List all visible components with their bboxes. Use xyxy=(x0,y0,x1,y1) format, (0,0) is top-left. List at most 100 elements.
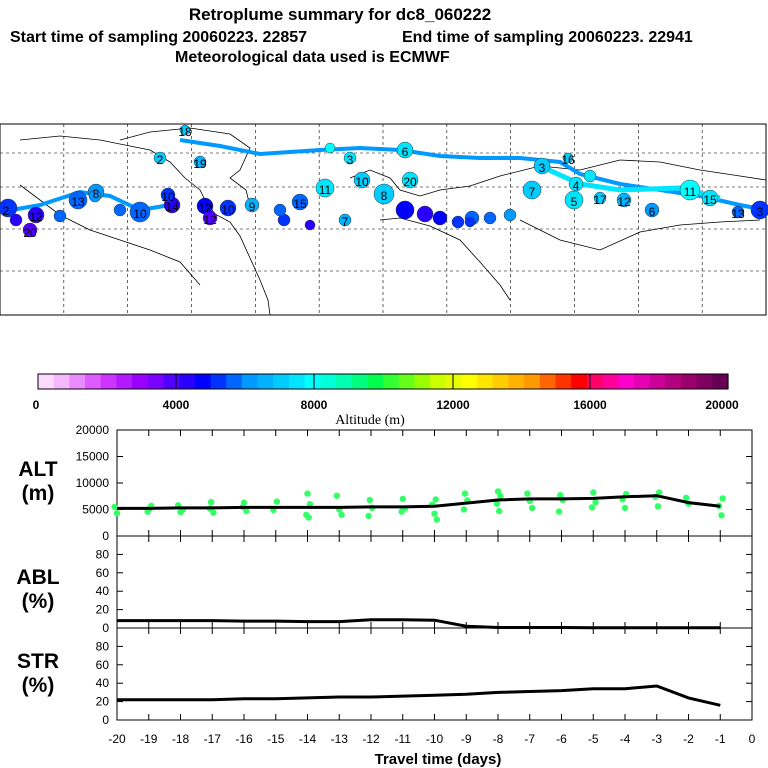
abl-label-line1: ABL xyxy=(16,566,59,589)
trajectory-point xyxy=(179,124,191,136)
colorbar-swatch xyxy=(194,374,212,389)
str-label-line1: STR xyxy=(17,650,59,673)
y-tick-label: 20000 xyxy=(76,423,110,437)
trajectory-point-label: 4 xyxy=(573,179,580,193)
altitude-scatter-point xyxy=(460,506,468,513)
colorbar-swatch xyxy=(430,374,447,389)
trajectory-point-label: 2 xyxy=(3,204,10,218)
x-tick-label: -14 xyxy=(299,732,317,746)
altitude-scatter-point xyxy=(433,516,441,523)
altitude-scatter-point xyxy=(399,495,406,503)
colorbar-swatch xyxy=(257,374,274,389)
altitude-scatter-point xyxy=(493,500,500,507)
start-time-label: Start time of sampling 20060223. 22857 xyxy=(10,29,307,46)
colorbar-swatch xyxy=(100,374,118,389)
y-tick-label: 60 xyxy=(96,658,110,672)
trajectory-point xyxy=(338,213,352,227)
colorbar-swatch xyxy=(461,374,478,389)
altitude-scatter-point xyxy=(682,494,690,501)
trajectory-point xyxy=(522,180,542,200)
altitude-scatter-point xyxy=(273,498,281,505)
colorbar-swatch xyxy=(69,374,86,389)
colorbar-swatch xyxy=(351,374,368,389)
colorbar-swatch xyxy=(179,374,196,389)
colorbar-swatch xyxy=(508,374,525,389)
y-tick-label: 80 xyxy=(96,547,110,561)
colorbar-swatch xyxy=(383,374,400,389)
x-tick-label: -12 xyxy=(362,732,380,746)
y-tick-label: 40 xyxy=(96,584,110,598)
colorbar-swatch xyxy=(665,374,682,389)
altitude-scatter-point xyxy=(398,508,405,515)
trajectory-point xyxy=(0,198,18,218)
colorbar-swatch xyxy=(618,374,635,389)
colorbar-swatch xyxy=(571,374,588,389)
x-tick-label: -6 xyxy=(556,732,567,746)
colorbar-swatch xyxy=(320,374,337,389)
trajectory-point-label: 11 xyxy=(684,185,697,199)
series-line-median xyxy=(117,494,721,510)
series-line-str xyxy=(117,684,721,707)
met-data-label: Meteorological data used is ECMWF xyxy=(175,49,450,66)
colorbar-swatch xyxy=(226,374,243,389)
altitude-scatter-point xyxy=(494,488,502,495)
trajectory-point-label: 3 xyxy=(347,153,354,167)
trajectory-point xyxy=(219,199,237,217)
x-tick-label: -18 xyxy=(172,732,190,746)
altitude-scatter-point xyxy=(461,490,469,497)
altitude-scatter-point xyxy=(111,503,118,511)
trajectory-point-label: 11 xyxy=(319,183,332,197)
trajectory-point xyxy=(68,190,88,210)
altitude-scatter-point xyxy=(588,504,596,511)
trajectory-point-label: 17 xyxy=(593,193,607,207)
y-tick-label: 20 xyxy=(96,695,110,709)
altitude-scatter-point xyxy=(304,490,311,497)
y-tick-label: 10000 xyxy=(76,476,110,490)
trajectory-point-label: 15 xyxy=(293,197,307,211)
colorbar-tick-8000: 8000 xyxy=(301,398,328,412)
colorbar-swatch xyxy=(414,374,431,389)
timeseries-panels: ALT (m) 0 5000 10000 15000 20000 ABL (%) 0 20… xyxy=(16,423,755,768)
trajectory-point xyxy=(396,141,414,159)
trajectory-point-label: 15 xyxy=(703,193,717,207)
trajectory-point-label: 19 xyxy=(193,157,207,171)
colorbar-tick-12000: 12000 xyxy=(436,398,470,412)
trajectory-point xyxy=(432,210,448,226)
trajectory-point xyxy=(583,169,597,183)
x-tick-label: -19 xyxy=(140,732,158,746)
x-tick-label: -5 xyxy=(588,732,599,746)
x-tick-label: -17 xyxy=(204,732,222,746)
trajectory-point-label: 7 xyxy=(529,185,536,199)
altitude-scatter-point xyxy=(431,510,438,517)
trajectory-point xyxy=(353,171,371,189)
trajectory-point xyxy=(568,176,584,192)
altitude-scatter-point xyxy=(654,503,662,510)
colorbar-tick-16000: 16000 xyxy=(573,398,607,412)
trajectory-point xyxy=(129,201,151,223)
trajectory-point xyxy=(451,215,465,229)
x-tick-label: -13 xyxy=(331,732,349,746)
trajectory-point-label: 5 xyxy=(571,195,578,209)
colorbar-swatch xyxy=(304,374,321,389)
altitude-scatter-point xyxy=(719,495,726,502)
colorbar-swatch xyxy=(335,374,353,389)
figure-title: Retroplume summary for dc8_060222 xyxy=(189,5,491,24)
trajectory-point-label: 12 xyxy=(203,213,217,227)
altitude-scatter-point xyxy=(305,514,312,521)
colorbar-swatch xyxy=(38,374,55,389)
coastline-greenland-canada xyxy=(119,127,251,207)
colorbar-swatch xyxy=(367,374,384,389)
trajectory-point xyxy=(53,209,67,223)
colorbar-swatch xyxy=(712,374,729,389)
altitude-scatter-point xyxy=(338,511,345,518)
y-tick-label: 80 xyxy=(96,639,110,653)
x-tick-label: -10 xyxy=(426,732,444,746)
y-tick-label: 0 xyxy=(102,529,109,543)
altitude-scatter-point xyxy=(497,493,504,500)
trajectory-point xyxy=(731,205,745,219)
alt-label-line1: ALT xyxy=(18,458,57,481)
trajectory-point xyxy=(304,219,316,231)
x-tick-label: -2 xyxy=(683,732,694,746)
